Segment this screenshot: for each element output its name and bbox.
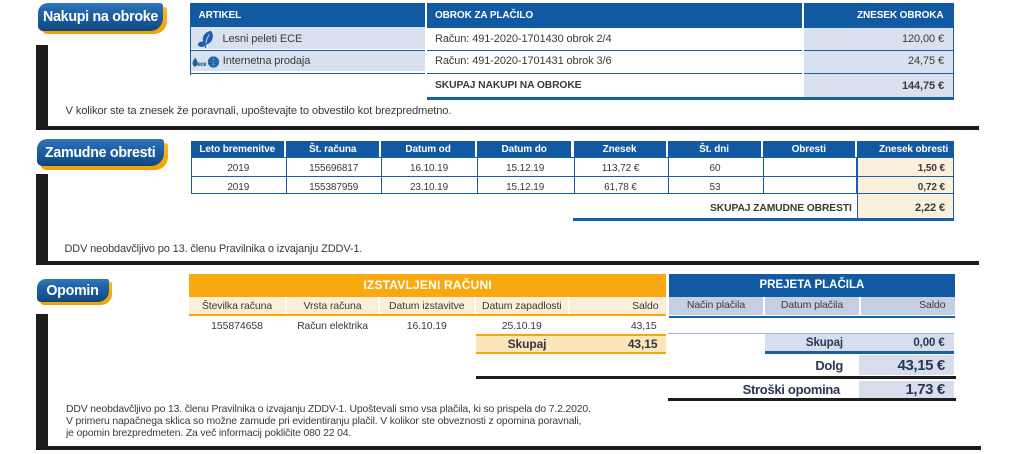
svg-text:ece: ece — [197, 62, 207, 68]
